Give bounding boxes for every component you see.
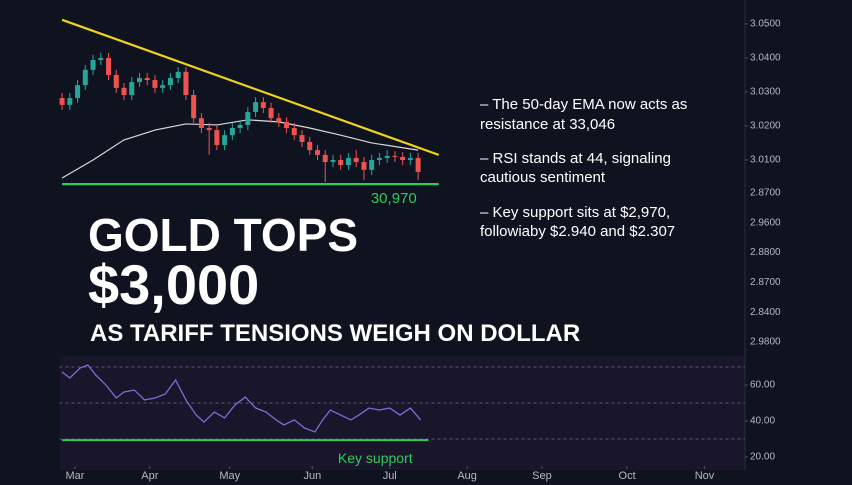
candle-body [98,57,104,60]
candle-body [330,159,336,163]
candle-body [113,74,119,88]
candle-body [198,118,204,129]
candle-body [106,57,112,75]
y-tick-label: 3.0200 [750,121,781,132]
y-tick-label: 20.00 [750,452,775,463]
y-axis-label: 2.9600 [750,217,781,228]
candle-body [167,77,173,86]
candle-body [307,141,313,151]
x-tick-label: Oct [619,470,636,482]
candle-body [407,157,413,160]
headline-line2: $3,000 [88,253,259,316]
candle-body [136,77,142,83]
candle-body [276,118,282,122]
resistance-line [61,18,440,156]
candle-body [144,77,150,81]
x-tick-label: Jun [303,470,321,482]
candle-body [222,135,228,146]
candle-body [392,155,398,157]
candle-body [322,154,328,163]
candle-body [121,87,127,96]
support-label: 30,970 [371,190,417,207]
support-label: Key support [338,450,413,466]
candle-body [268,107,274,119]
y-axis-label: 2.9800 [750,337,781,348]
candle-body [369,159,375,170]
candle-body [376,157,382,160]
marks: 3.0500 3.0400 3.0300 3.0200 3.0100 2.8700 2.96… [59,18,781,482]
headline-line1: GOLD TOPS [88,209,358,261]
x-tick-label: Nov [695,470,715,482]
candle-body [129,82,135,96]
candle-body [353,157,359,163]
y-tick-label: 3.0400 [750,53,781,64]
note: – The 50-day EMA now acts as [480,96,687,113]
candle-body [245,112,251,125]
candle-body [90,59,96,70]
x-tick-label: May [219,470,240,482]
y-tick-label: 40.00 [750,416,775,427]
candle-body [361,162,367,170]
candle-body [291,128,297,136]
y-axis-label: 2.8700 [750,277,781,288]
ema-line [61,119,419,179]
candle-body [183,71,189,96]
candle-body [229,128,235,136]
candle-body [152,80,158,88]
x-tick-label: Sep [532,470,552,482]
candle-body [67,98,73,105]
candle-body [400,156,406,160]
x-tick-label: Apr [141,470,158,482]
candle-body [314,150,320,155]
candle-body [82,69,88,86]
y-tick-label: 60.00 [750,380,775,391]
candle-body [237,124,243,129]
candle-body [175,71,181,78]
x-tick-label: Mar [66,470,85,482]
candle-body [284,121,290,129]
y-tick-label: 3.0100 [750,155,781,166]
candle-body [75,85,81,99]
candle-body [415,157,421,172]
x-tick-label: Aug [457,470,477,482]
note: resistance at 33,046 [480,116,615,133]
y-axis-label: 2.8800 [750,247,781,258]
candle-body [214,130,220,146]
x-tick-label: Jul [383,470,397,482]
y-tick-label: 3.0500 [750,19,781,30]
candle-body [59,98,65,105]
rsi-line [61,364,422,433]
candle-body [384,155,390,158]
y-tick-label: 3.0300 [750,87,781,98]
headline-subtitle: AS TARIFF TENSIONS WEIGH ON DOLLAR [90,320,580,347]
candle-body [345,157,351,166]
candle-body [206,128,212,131]
candle-body [253,102,259,113]
candle-body [299,135,305,142]
candle-body [338,159,344,166]
candle-body [160,85,166,88]
candle-body [260,102,266,108]
y-axis-label: 2.8700 [750,188,781,199]
candle-body [191,95,197,119]
y-axis-label: 2.8400 [750,307,781,318]
note: – Key support sits at $2,970, [480,204,670,221]
note: followiaby $2.940 and $2.307 [480,223,675,240]
note: – RSI stands at 44, signaling [480,150,671,167]
note: cautious sentiment [480,169,606,186]
